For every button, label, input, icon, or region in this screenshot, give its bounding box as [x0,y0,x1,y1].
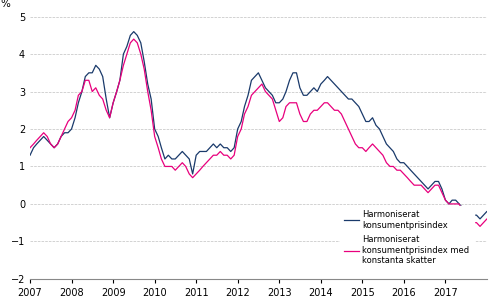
Line: Harmoniserat
konsumentprisindex: Harmoniserat konsumentprisindex [30,32,491,219]
Y-axis label: %: % [0,0,10,9]
Line: Harmoniserat
konsumentprisindex med
konstanta skatter: Harmoniserat konsumentprisindex med kons… [30,39,491,241]
Legend: Harmoniserat
konsumentprisindex, Harmoniserat
konsumentprisindex med
konstanta s: Harmoniserat konsumentprisindex, Harmoni… [340,206,473,269]
